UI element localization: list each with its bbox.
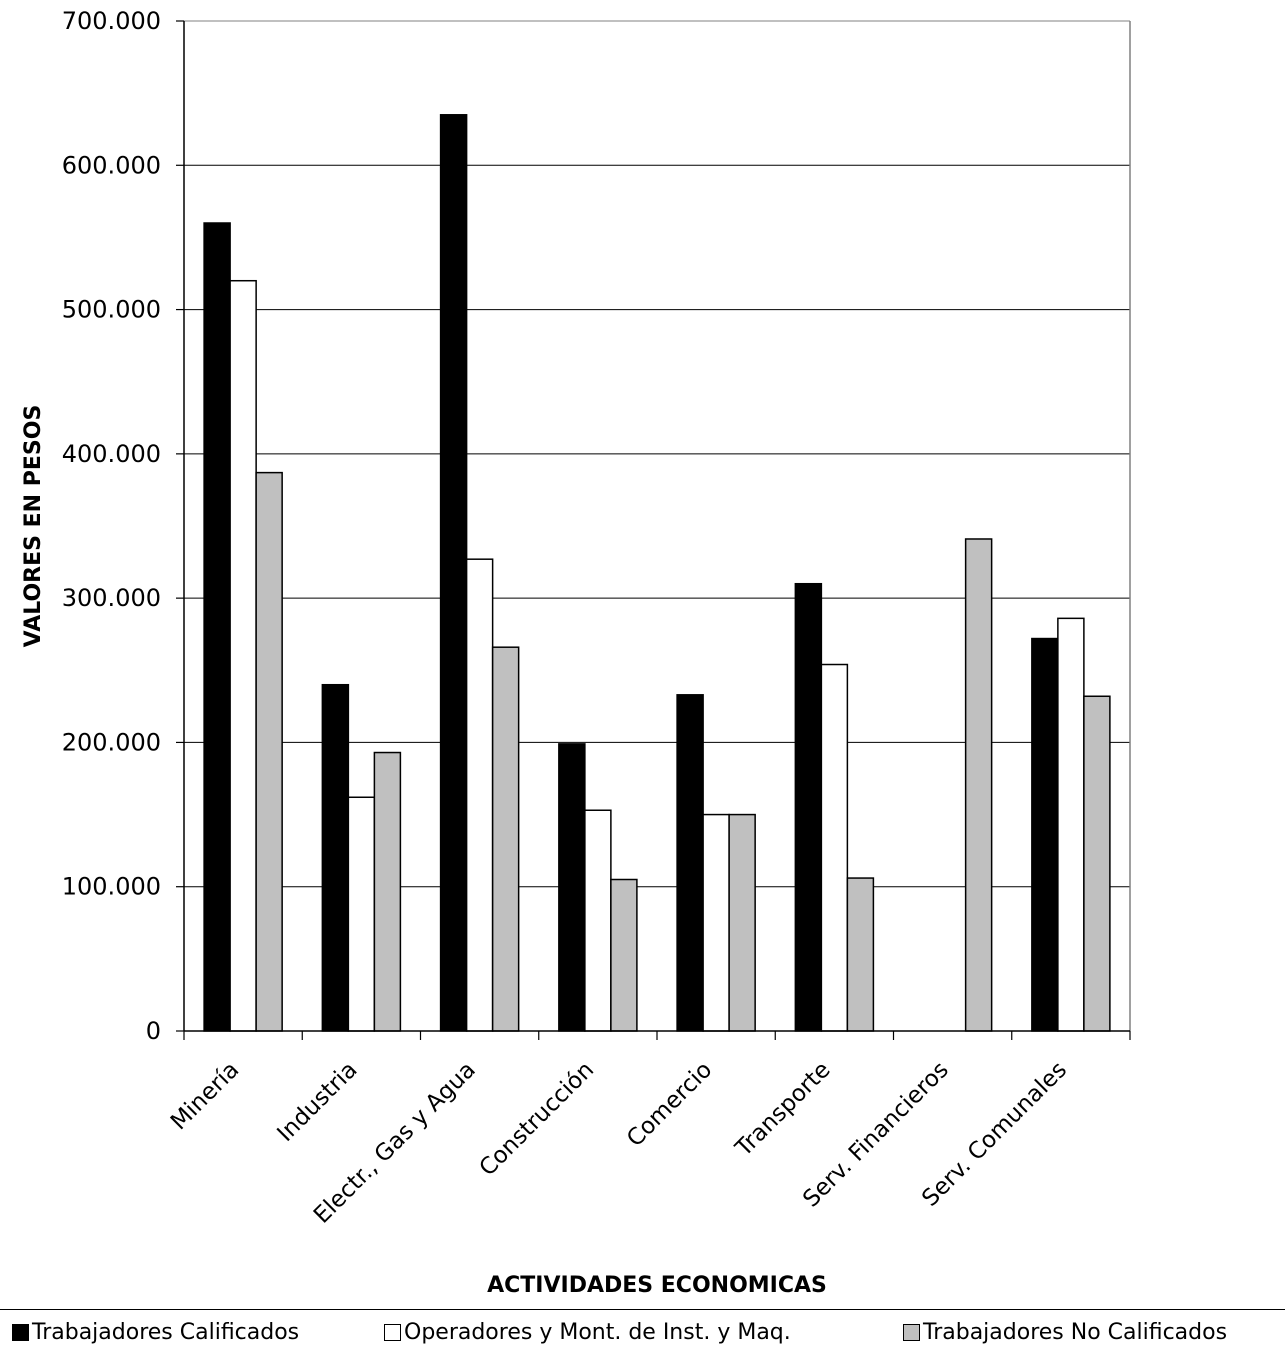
y-tick-label: 100.000 <box>62 873 161 901</box>
x-tick-label: Comercio <box>622 1057 717 1152</box>
bar <box>794 582 823 1032</box>
x-axis-title: ACTIVIDADES ECONOMICAS <box>487 1273 827 1298</box>
bar <box>820 663 849 1032</box>
y-tick-label: 500.000 <box>62 296 161 324</box>
y-tick-label: 400.000 <box>62 440 161 468</box>
bar <box>373 751 402 1032</box>
bar <box>229 279 257 1032</box>
legend: Trabajadores Calificados Operadores y Mo… <box>0 1309 1285 1353</box>
y-tick-label: 700.000 <box>62 7 161 35</box>
bar <box>347 796 376 1032</box>
legend-swatch-white <box>384 1324 401 1341</box>
bar <box>321 683 350 1032</box>
bar <box>728 813 756 1032</box>
bar <box>610 878 638 1032</box>
bar <box>203 222 231 1032</box>
x-tick-label: Minería <box>166 1057 244 1135</box>
bar <box>1083 695 1111 1032</box>
bar <box>702 813 730 1032</box>
bar <box>964 538 993 1032</box>
legend-label: Trabajadores Calificados <box>32 1320 300 1345</box>
bar <box>491 646 520 1032</box>
bar <box>1057 617 1085 1032</box>
y-tick-label: 0 <box>146 1017 161 1045</box>
bar <box>1031 637 1059 1032</box>
bar <box>676 694 704 1032</box>
y-tick-label: 200.000 <box>62 728 161 756</box>
legend-label: Operadores y Mont. de Inst. y Maq. <box>404 1320 791 1345</box>
x-tick-label: Transporte <box>730 1057 835 1162</box>
legend-item-trabajadores-calificados: Trabajadores Calificados <box>12 1320 299 1345</box>
legend-item-operadores: Operadores y Mont. de Inst. y Maq. <box>384 1320 791 1345</box>
bar <box>584 809 612 1032</box>
y-tick-label: 300.000 <box>62 584 161 612</box>
bars <box>203 114 1111 1032</box>
x-tick-label: Construcción <box>475 1057 600 1182</box>
bar <box>439 114 468 1032</box>
bar <box>465 558 494 1032</box>
legend-swatch-black <box>12 1324 29 1341</box>
bar-chart: 0 100.000 200.000 300.000 400.000 500.000 600.… <box>21 7 1131 1298</box>
bar <box>846 877 875 1032</box>
y-tick-label: 600.000 <box>62 151 161 179</box>
y-axis-title: VALORES EN PESOS <box>21 405 46 648</box>
legend-label: Trabajadores No Calificados <box>923 1320 1228 1345</box>
bar <box>255 471 283 1032</box>
x-tick-label: Industria <box>272 1057 362 1147</box>
axes <box>176 20 1131 1040</box>
y-tick-labels: 0 100.000 200.000 300.000 400.000 500.000 600.… <box>62 7 161 1045</box>
bar <box>558 743 586 1032</box>
legend-swatch-gray <box>903 1324 920 1341</box>
legend-item-trabajadores-no-calificados: Trabajadores No Calificados <box>903 1320 1227 1345</box>
